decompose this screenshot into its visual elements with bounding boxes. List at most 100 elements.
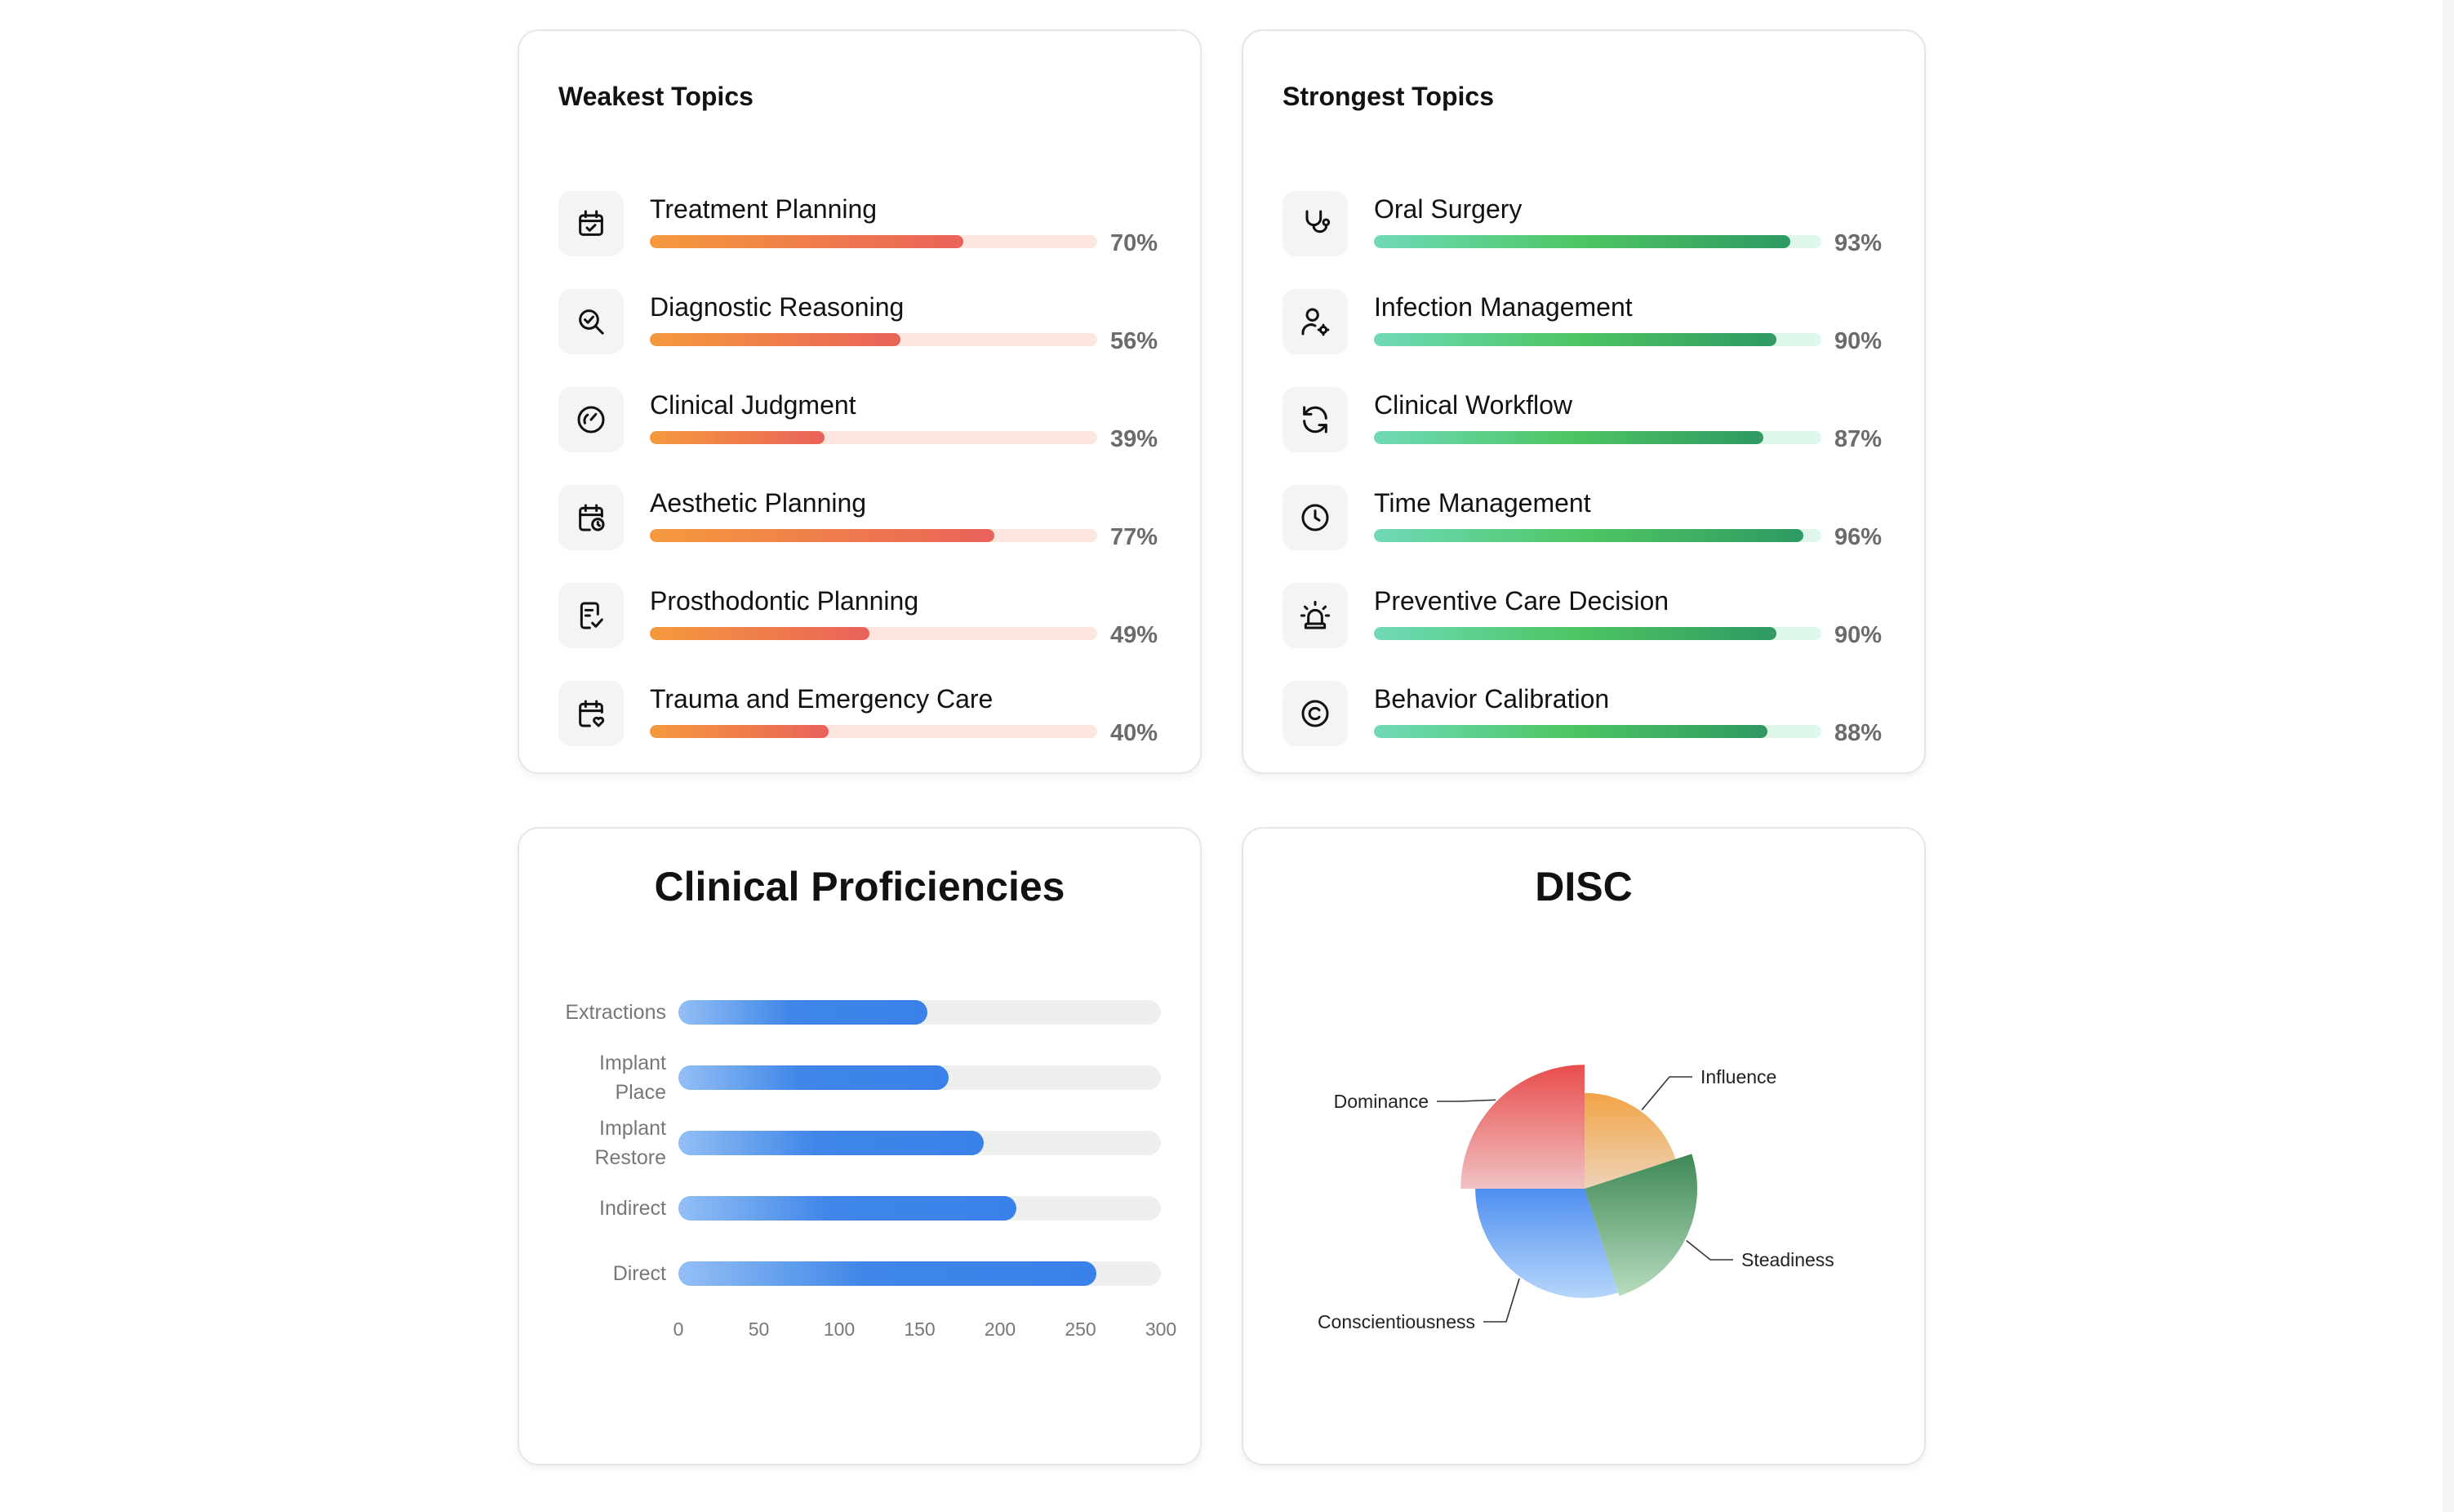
- category-label: Implant Place: [599, 1052, 666, 1104]
- clipboard-check-icon: [558, 583, 624, 648]
- topic-percent: 93%: [1834, 230, 1883, 256]
- progress-track: [650, 529, 1097, 542]
- disc-pie-chart: Influence Steadiness Conscientiousness Domi…: [1318, 1065, 1834, 1332]
- progress-track: [650, 431, 1097, 444]
- progress-fill: [1374, 627, 1777, 640]
- category-label: Extractions: [565, 1001, 666, 1024]
- leader-line: [1641, 1076, 1692, 1110]
- progress-fill: [1374, 529, 1804, 542]
- topic-label: Infection Management: [1374, 292, 1633, 322]
- topic-row[interactable]: Treatment Planning 70%: [558, 191, 1163, 260]
- topic-row[interactable]: Infection Management 90%: [1283, 289, 1887, 358]
- topic-percent: 70%: [1110, 230, 1158, 256]
- progress-track: [650, 333, 1097, 346]
- topic-label: Prosthodontic Planning: [650, 586, 919, 616]
- x-tick-label: 200: [984, 1319, 1016, 1340]
- calendar-check-icon: [558, 191, 624, 256]
- pie-label: Steadiness: [1741, 1249, 1834, 1270]
- bar[interactable]: [678, 1000, 928, 1025]
- progress-fill: [650, 333, 900, 346]
- category-label: Implant Restore: [594, 1117, 666, 1169]
- pie-label: Conscientiousness: [1318, 1311, 1475, 1332]
- scrollbar-track[interactable]: [2443, 0, 2454, 1512]
- strongest-topics-card: Strongest Topics Oral Surgery 93% Infectio…: [1242, 29, 1926, 774]
- topic-row[interactable]: Clinical Workflow 87%: [1283, 387, 1887, 456]
- bar[interactable]: [678, 1065, 949, 1090]
- topic-percent: 90%: [1834, 622, 1883, 648]
- leader-line: [1483, 1278, 1520, 1323]
- progress-fill: [650, 431, 825, 444]
- topic-percent: 88%: [1834, 720, 1883, 746]
- leader-line: [1686, 1239, 1733, 1261]
- topic-percent: 39%: [1110, 426, 1158, 452]
- progress-track: [1374, 627, 1821, 640]
- progress-fill: [1374, 431, 1763, 444]
- topic-label: Trauma and Emergency Care: [650, 684, 994, 714]
- topic-row[interactable]: Clinical Judgment 39%: [558, 387, 1163, 456]
- progress-track: [1374, 431, 1821, 444]
- pie-slice-dominance[interactable]: [1460, 1065, 1585, 1189]
- weakest-topics-card: Weakest Topics Treatment Planning 70% Diag…: [518, 29, 1202, 774]
- progress-fill: [1374, 333, 1777, 346]
- topic-row[interactable]: Oral Surgery 93%: [1283, 191, 1887, 260]
- topic-percent: 96%: [1834, 524, 1883, 550]
- topic-row[interactable]: Aesthetic Planning 77%: [558, 485, 1163, 554]
- refresh-icon: [1283, 387, 1348, 452]
- topic-row[interactable]: Behavior Calibration 88%: [1283, 681, 1887, 749]
- pie-slice-conscientiousness[interactable]: [1475, 1189, 1619, 1298]
- pie-label: Dominance: [1334, 1091, 1429, 1112]
- x-tick-label: 300: [1145, 1319, 1177, 1340]
- topic-row[interactable]: Trauma and Emergency Care 40%: [558, 681, 1163, 749]
- weakest-topics-title: Weakest Topics: [558, 82, 754, 111]
- category-label: Indirect: [599, 1197, 666, 1220]
- clinical-proficiencies-card: Clinical Proficiencies Extractions Implan…: [518, 827, 1202, 1465]
- topic-label: Treatment Planning: [650, 194, 878, 224]
- bar[interactable]: [678, 1261, 1097, 1286]
- topic-percent: 40%: [1110, 720, 1158, 746]
- topic-label: Clinical Judgment: [650, 390, 856, 420]
- disc-card: DISC Influence Steadiness Conscientiousnes…: [1242, 827, 1926, 1465]
- progress-track: [1374, 333, 1821, 346]
- leader-line: [1437, 1099, 1496, 1102]
- x-tick-label: 250: [1065, 1319, 1096, 1340]
- progress-track: [650, 627, 1097, 640]
- progress-fill: [1374, 725, 1768, 738]
- topic-label: Clinical Workflow: [1374, 390, 1573, 420]
- strongest-topics-title: Strongest Topics: [1283, 82, 1494, 111]
- topic-label: Time Management: [1374, 488, 1591, 518]
- progress-track: [650, 235, 1097, 248]
- topic-percent: 49%: [1110, 622, 1158, 648]
- topic-label: Preventive Care Decision: [1374, 586, 1669, 616]
- topic-label: Aesthetic Planning: [650, 488, 867, 518]
- copyright-icon: [1283, 681, 1348, 746]
- topic-row[interactable]: Prosthodontic Planning 49%: [558, 583, 1163, 651]
- calendar-clock-icon: [558, 485, 624, 550]
- clock-icon: [1283, 485, 1348, 550]
- x-tick-label: 150: [904, 1319, 936, 1340]
- pie-slice-influence[interactable]: [1585, 1092, 1676, 1189]
- topic-percent: 77%: [1110, 524, 1158, 550]
- topic-percent: 87%: [1834, 426, 1883, 452]
- pie-slice-steadiness[interactable]: [1585, 1154, 1697, 1296]
- bar[interactable]: [678, 1131, 985, 1155]
- pie-label: Influence: [1700, 1066, 1776, 1087]
- topic-row[interactable]: Diagnostic Reasoning 56%: [558, 289, 1163, 358]
- clinical-proficiencies-title: Clinical Proficiencies: [654, 864, 1065, 909]
- progress-track: [1374, 529, 1821, 542]
- topic-row[interactable]: Preventive Care Decision 90%: [1283, 583, 1887, 651]
- stethoscope-icon: [1283, 191, 1348, 256]
- progress-fill: [650, 725, 829, 738]
- topic-percent: 90%: [1834, 328, 1883, 354]
- topic-row[interactable]: Time Management 96%: [1283, 485, 1887, 554]
- progress-track: [1374, 725, 1821, 738]
- category-label: Direct: [612, 1262, 666, 1285]
- progress-fill: [1374, 235, 1790, 248]
- siren-icon: [1283, 583, 1348, 648]
- progress-track: [1374, 235, 1821, 248]
- topic-label: Diagnostic Reasoning: [650, 292, 905, 322]
- calendar-heart-icon: [558, 681, 624, 746]
- disc-title: DISC: [1535, 864, 1633, 909]
- bar[interactable]: [678, 1196, 1016, 1221]
- progress-fill: [650, 235, 963, 248]
- progress-fill: [650, 529, 994, 542]
